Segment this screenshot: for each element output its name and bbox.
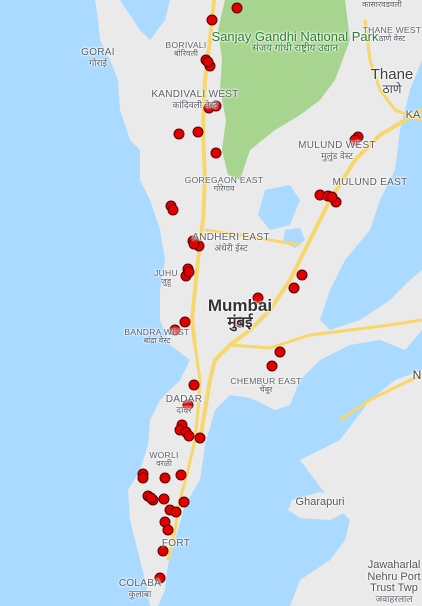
- map-marker[interactable]: [202, 56, 214, 68]
- map-marker[interactable]: [326, 191, 338, 203]
- map-marker[interactable]: [169, 324, 181, 336]
- label-colaba: COLABA कुलाबा: [118, 578, 162, 599]
- label-dadar: DADAR दादर: [165, 394, 203, 415]
- highway-sion-panvel: [229, 318, 422, 350]
- label-mumbai: Mumbai मुंबई: [207, 296, 273, 331]
- map-marker[interactable]: [175, 469, 187, 481]
- label-n: N: [412, 368, 422, 382]
- map-marker[interactable]: [145, 492, 157, 504]
- label-kandivali-west: KANDIVALI WEST कांदिवली वेस्ट: [151, 89, 239, 110]
- label-juhu: JUHU जुहू: [154, 268, 178, 286]
- highway-jvlr: [204, 228, 301, 247]
- water-thane-creek: [320, 60, 422, 330]
- water-creek-north: [120, 0, 170, 40]
- map-marker[interactable]: [157, 545, 169, 557]
- map-marker[interactable]: [188, 379, 200, 391]
- map-marker[interactable]: [159, 472, 171, 484]
- highway-thane: [363, 19, 422, 122]
- label-goregaon-east: GOREGAON EAST गोरेगाव: [184, 175, 264, 193]
- map-marker[interactable]: [158, 493, 170, 505]
- highway-lbs: [166, 344, 202, 561]
- map-marker[interactable]: [183, 430, 195, 442]
- map-marker[interactable]: [288, 282, 300, 294]
- label-borivali: BORIVALI बोरिवली: [165, 40, 207, 58]
- map-marker[interactable]: [188, 238, 200, 250]
- map-marker[interactable]: [252, 292, 264, 304]
- map-marker[interactable]: [210, 100, 222, 112]
- label-gharapuri: Gharapuri: [295, 496, 345, 508]
- map-marker[interactable]: [206, 14, 218, 26]
- map-marker[interactable]: [192, 126, 204, 138]
- land-east: [290, 370, 422, 606]
- map-marker[interactable]: [234, 316, 246, 328]
- label-sanjay-gandhi-national-park: Sanjay Gandhi National Park संजय गांधी रा…: [211, 29, 379, 54]
- map-marker[interactable]: [210, 147, 222, 159]
- map-marker[interactable]: [349, 134, 361, 146]
- label-jawaharlal-nehru-port-trust: Jawaharlal Nehru Port Trust Twp जवाहरलाल: [367, 559, 421, 604]
- map-marker[interactable]: [266, 360, 278, 372]
- park-sgnp: [218, 0, 350, 180]
- label-bandra-west: BANDRA WEST बांद्रा वेस्ट: [124, 327, 190, 345]
- map-marker[interactable]: [194, 432, 206, 444]
- map-marker[interactable]: [274, 346, 286, 358]
- label-fort: FORT: [161, 538, 191, 549]
- label-andheri-east: ANDHERI EAST अंधेरी ईस्ट: [192, 232, 270, 253]
- lake-vihar: [258, 185, 300, 230]
- map-marker[interactable]: [179, 316, 191, 328]
- label-chembur-east: CHEMBUR EAST चेंबूर: [230, 376, 302, 394]
- label-ka: KA: [405, 109, 421, 121]
- island-gharapuri: [288, 492, 350, 520]
- label-gorai: GORAI गोराई: [81, 47, 115, 68]
- label-mulund-west: MULUND WEST मुलुंड वेस्ट: [298, 140, 376, 161]
- map-marker[interactable]: [296, 269, 308, 281]
- map-marker[interactable]: [182, 399, 194, 411]
- label-kasarvadavali: कासारवडवली: [362, 0, 402, 9]
- map-marker[interactable]: [154, 572, 166, 584]
- water-mahim-bay: [130, 340, 180, 390]
- highway-eastern-express: [198, 108, 422, 441]
- label-worli: WORLI वरळी: [149, 450, 179, 468]
- map-marker[interactable]: [170, 506, 182, 518]
- map-marker[interactable]: [173, 128, 185, 140]
- label-thane-west: THANE WEST ठाणे वेस्ट: [362, 25, 422, 43]
- map-marker[interactable]: [167, 204, 179, 216]
- map-marker[interactable]: [231, 2, 243, 14]
- map-marker[interactable]: [137, 472, 149, 484]
- map-marker[interactable]: [162, 524, 174, 536]
- label-thane: Thane ठाणे: [370, 66, 414, 96]
- highway-east-coast: [339, 373, 422, 422]
- label-mulund-east: MULUND EAST: [332, 177, 408, 188]
- markers-layer: [137, 2, 364, 584]
- map-marker[interactable]: [178, 496, 190, 508]
- map-marker[interactable]: [183, 266, 195, 278]
